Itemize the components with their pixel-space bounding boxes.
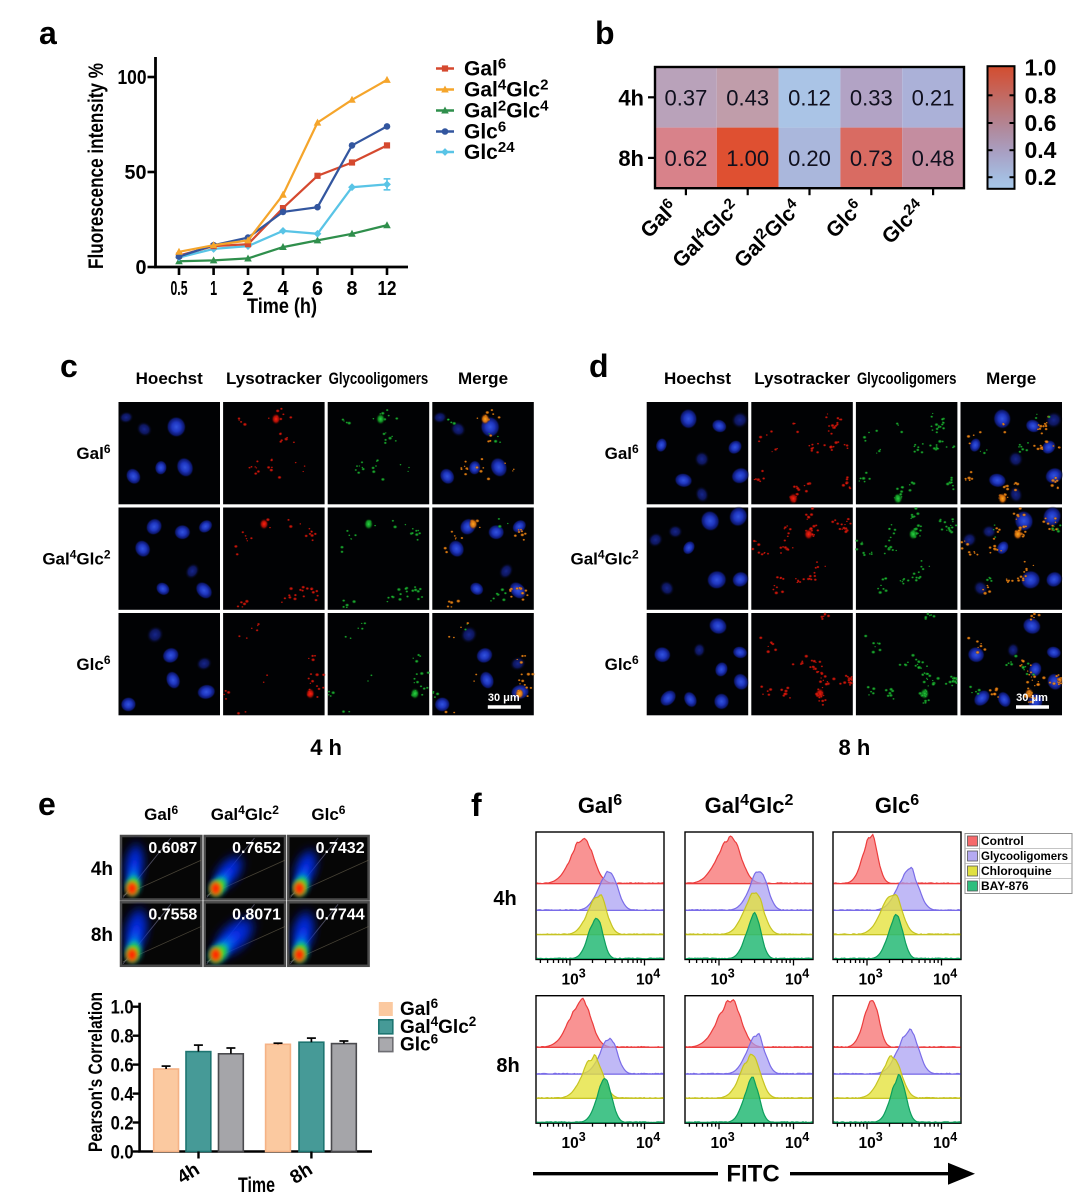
svg-text:c: c bbox=[60, 348, 78, 384]
svg-text:0.2: 0.2 bbox=[111, 1114, 134, 1135]
svg-text:6: 6 bbox=[312, 278, 323, 300]
svg-text:0.0: 0.0 bbox=[111, 1143, 134, 1164]
svg-text:Gal6: Gal6 bbox=[578, 792, 622, 818]
svg-text:1.0: 1.0 bbox=[1025, 55, 1057, 81]
svg-text:Gal6: Gal6 bbox=[144, 803, 178, 824]
svg-text:Gal4Glc2: Gal4Glc2 bbox=[464, 77, 548, 102]
svg-text:Gal4Glc2: Gal4Glc2 bbox=[571, 548, 640, 569]
svg-text:0.4: 0.4 bbox=[1025, 137, 1057, 163]
svg-text:8h: 8h bbox=[618, 146, 644, 171]
svg-text:0.73: 0.73 bbox=[850, 146, 893, 171]
svg-text:0.2: 0.2 bbox=[1025, 164, 1057, 190]
svg-text:0.5: 0.5 bbox=[171, 278, 188, 300]
svg-text:12: 12 bbox=[378, 278, 397, 300]
svg-text:a: a bbox=[39, 15, 57, 51]
svg-text:8h: 8h bbox=[91, 925, 113, 946]
svg-text:Merge: Merge bbox=[458, 369, 508, 388]
svg-text:Gal4Glc2: Gal4Glc2 bbox=[42, 548, 111, 569]
svg-text:Hoechst: Hoechst bbox=[136, 369, 203, 388]
svg-text:30 μm: 30 μm bbox=[488, 692, 520, 704]
svg-text:0.21: 0.21 bbox=[912, 85, 955, 110]
svg-text:Merge: Merge bbox=[986, 369, 1036, 388]
svg-text:Glc6: Glc6 bbox=[875, 792, 919, 818]
svg-text:b: b bbox=[595, 15, 615, 51]
svg-text:Gal4Glc2: Gal4Glc2 bbox=[705, 792, 794, 818]
svg-text:4: 4 bbox=[278, 278, 290, 300]
svg-text:Glycooligomers: Glycooligomers bbox=[857, 369, 957, 388]
svg-text:0.12: 0.12 bbox=[788, 85, 831, 110]
svg-text:Gal6: Gal6 bbox=[400, 996, 439, 1020]
svg-text:Hoechst: Hoechst bbox=[664, 369, 731, 388]
svg-text:Pearson's Correlation: Pearson's Correlation bbox=[86, 992, 107, 1152]
svg-text:0.8: 0.8 bbox=[1025, 82, 1057, 108]
svg-text:Time: Time bbox=[238, 1174, 275, 1197]
svg-text:Glycooligomers: Glycooligomers bbox=[981, 849, 1068, 863]
svg-text:Lysotracker: Lysotracker bbox=[754, 369, 850, 388]
svg-text:0.37: 0.37 bbox=[664, 85, 707, 110]
svg-text:Fluorescence intensity %: Fluorescence intensity % bbox=[85, 63, 108, 269]
svg-text:Gal2Glc4: Gal2Glc4 bbox=[464, 98, 549, 123]
svg-text:4h: 4h bbox=[493, 888, 516, 910]
svg-text:0.7652: 0.7652 bbox=[232, 840, 281, 857]
svg-text:0.7744: 0.7744 bbox=[316, 906, 365, 923]
svg-text:0.7432: 0.7432 bbox=[316, 840, 365, 857]
svg-text:d: d bbox=[589, 348, 609, 384]
svg-text:0.8: 0.8 bbox=[111, 1027, 134, 1048]
svg-text:e: e bbox=[38, 786, 56, 822]
svg-text:0.48: 0.48 bbox=[912, 146, 955, 171]
svg-text:f: f bbox=[471, 787, 482, 823]
svg-text:BAY-876: BAY-876 bbox=[981, 879, 1029, 893]
svg-text:4 h: 4 h bbox=[310, 735, 342, 760]
svg-text:1: 1 bbox=[210, 278, 217, 300]
svg-text:Chloroquine: Chloroquine bbox=[981, 864, 1052, 878]
svg-text:50: 50 bbox=[125, 162, 147, 184]
svg-text:8 h: 8 h bbox=[839, 735, 871, 760]
svg-text:Gal4Glc2: Gal4Glc2 bbox=[400, 1014, 476, 1038]
svg-text:0.6087: 0.6087 bbox=[148, 840, 197, 857]
svg-text:Gal6: Gal6 bbox=[76, 442, 110, 463]
svg-text:FITC: FITC bbox=[726, 1161, 779, 1188]
svg-text:0.33: 0.33 bbox=[850, 85, 893, 110]
svg-text:8h: 8h bbox=[496, 1055, 519, 1077]
svg-text:Glc6: Glc6 bbox=[400, 1032, 439, 1056]
svg-text:0.8071: 0.8071 bbox=[232, 906, 281, 923]
svg-text:Glc6: Glc6 bbox=[464, 119, 506, 144]
svg-text:Glc24: Glc24 bbox=[464, 139, 515, 164]
svg-text:30 μm: 30 μm bbox=[1016, 692, 1048, 704]
svg-text:Glc6: Glc6 bbox=[76, 653, 110, 674]
svg-text:0: 0 bbox=[136, 257, 147, 279]
svg-text:0.20: 0.20 bbox=[788, 146, 831, 171]
svg-text:Gal6: Gal6 bbox=[605, 442, 639, 463]
svg-text:0.62: 0.62 bbox=[664, 146, 707, 171]
svg-text:0.6: 0.6 bbox=[1025, 110, 1057, 136]
svg-text:Gal6: Gal6 bbox=[464, 56, 506, 81]
svg-text:8: 8 bbox=[347, 278, 358, 300]
svg-text:4h: 4h bbox=[618, 85, 644, 110]
svg-text:4h: 4h bbox=[91, 859, 113, 880]
svg-text:Glc6: Glc6 bbox=[605, 653, 639, 674]
svg-text:100: 100 bbox=[118, 67, 147, 89]
svg-text:Glycooligomers: Glycooligomers bbox=[329, 369, 429, 388]
svg-text:Time (h): Time (h) bbox=[247, 294, 317, 318]
svg-text:1.0: 1.0 bbox=[111, 998, 134, 1019]
svg-text:Control: Control bbox=[981, 834, 1024, 848]
svg-text:Glc6: Glc6 bbox=[311, 803, 345, 824]
svg-text:Lysotracker: Lysotracker bbox=[226, 369, 322, 388]
svg-text:1.00: 1.00 bbox=[726, 146, 769, 171]
svg-text:2: 2 bbox=[243, 278, 254, 300]
svg-text:Gal4Glc2: Gal4Glc2 bbox=[211, 803, 280, 824]
svg-text:0.6: 0.6 bbox=[111, 1056, 134, 1077]
svg-text:0.43: 0.43 bbox=[726, 85, 769, 110]
svg-text:0.7558: 0.7558 bbox=[148, 906, 197, 923]
svg-text:0.4: 0.4 bbox=[111, 1085, 134, 1106]
